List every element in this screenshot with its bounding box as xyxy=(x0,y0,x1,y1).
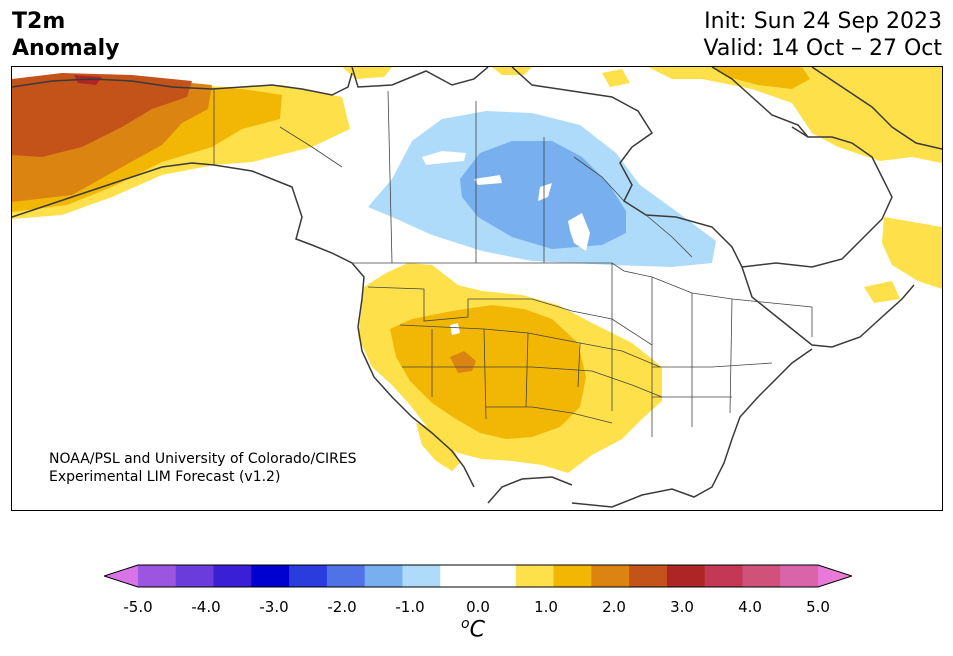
colorbar-tick-label: 1.0 xyxy=(534,598,558,616)
colorbar-segment xyxy=(175,565,215,587)
colorbar-segment xyxy=(515,565,555,587)
credit-line-2: Experimental LIM Forecast (v1.2) xyxy=(49,469,281,485)
colorbar-tick-label: -3.0 xyxy=(259,598,289,616)
colorbar xyxy=(104,564,852,588)
colorbar-tick-label: 5.0 xyxy=(806,598,830,616)
unit-letter: C xyxy=(469,617,485,643)
baffin-warm xyxy=(648,67,942,163)
colorbar-arrow-high xyxy=(818,565,852,587)
colorbar-segment xyxy=(326,565,366,587)
colorbar-tick-label: -2.0 xyxy=(327,598,357,616)
colorbar-tick-label: -5.0 xyxy=(123,598,153,616)
colorbar-segment xyxy=(289,565,328,587)
coastlines xyxy=(12,67,942,508)
colorbar-arrow-low xyxy=(104,565,138,587)
valid-date: Valid: 14 Oct – 27 Oct xyxy=(703,36,942,61)
southwest-warm-core xyxy=(450,351,476,373)
colorbar-segment xyxy=(478,565,517,587)
colorbar-segment xyxy=(666,565,706,587)
colorbar-segment xyxy=(742,565,781,587)
colorbar-segment xyxy=(213,565,252,587)
colorbar-segment xyxy=(780,565,819,587)
lake-manitoba-cutout xyxy=(538,183,590,251)
colorbar-segment xyxy=(402,565,441,587)
great-basin-cutout xyxy=(450,323,460,335)
colorbar-tick-label: 4.0 xyxy=(738,598,762,616)
lake-winnipeg-cutout xyxy=(422,151,502,185)
newfoundland-warm xyxy=(864,217,942,303)
baffin-warm-mid xyxy=(712,67,810,89)
colorbar-tick-label: 2.0 xyxy=(602,598,626,616)
title-block: T2m Anomaly xyxy=(12,8,119,62)
init-date: Init: Sun 24 Sep 2023 xyxy=(704,9,942,34)
colorbar-tick-label: 0.0 xyxy=(466,598,490,616)
baja-warm xyxy=(416,423,460,471)
colorbar-segment xyxy=(138,565,177,587)
colorbar-segment xyxy=(364,565,403,587)
anomaly-map xyxy=(12,67,942,508)
colorbar-segment xyxy=(440,565,479,587)
colorbar-segment xyxy=(704,565,743,587)
colorbar-segment xyxy=(251,565,290,587)
map-kind: Anomaly xyxy=(12,36,120,61)
colorbar-segment xyxy=(591,565,630,587)
credit-block: NOAA/PSL and University of Colorado/CIRE… xyxy=(49,450,357,486)
colorbar-ticks: -5.0 -4.0 -3.0 -2.0 -1.0 0.0 1.0 2.0 3.0 4.0 5.0 xyxy=(0,598,953,618)
unit-degree: o xyxy=(461,616,470,632)
alaska-warm-core xyxy=(12,73,192,157)
colorbar-unit: oC xyxy=(461,616,485,642)
colorbar-tick-label: -1.0 xyxy=(395,598,425,616)
colorbar-segment xyxy=(553,565,592,587)
colorbar-outline xyxy=(104,564,852,588)
date-block: Init: Sun 24 Sep 2023 Valid: 14 Oct – 27… xyxy=(704,8,942,62)
map-variable: T2m xyxy=(12,9,66,34)
credit-line-1: NOAA/PSL and University of Colorado/CIRE… xyxy=(49,451,357,467)
hudson-north-warm xyxy=(342,67,630,87)
map-panel xyxy=(11,66,943,511)
colorbar-tick-label: -4.0 xyxy=(191,598,221,616)
borders xyxy=(213,89,813,437)
colorbar-segment xyxy=(629,565,668,587)
southwest-warm-mid xyxy=(390,305,586,439)
alaska-warm-peak xyxy=(74,75,102,85)
colorbar-tick-label: 3.0 xyxy=(670,598,694,616)
